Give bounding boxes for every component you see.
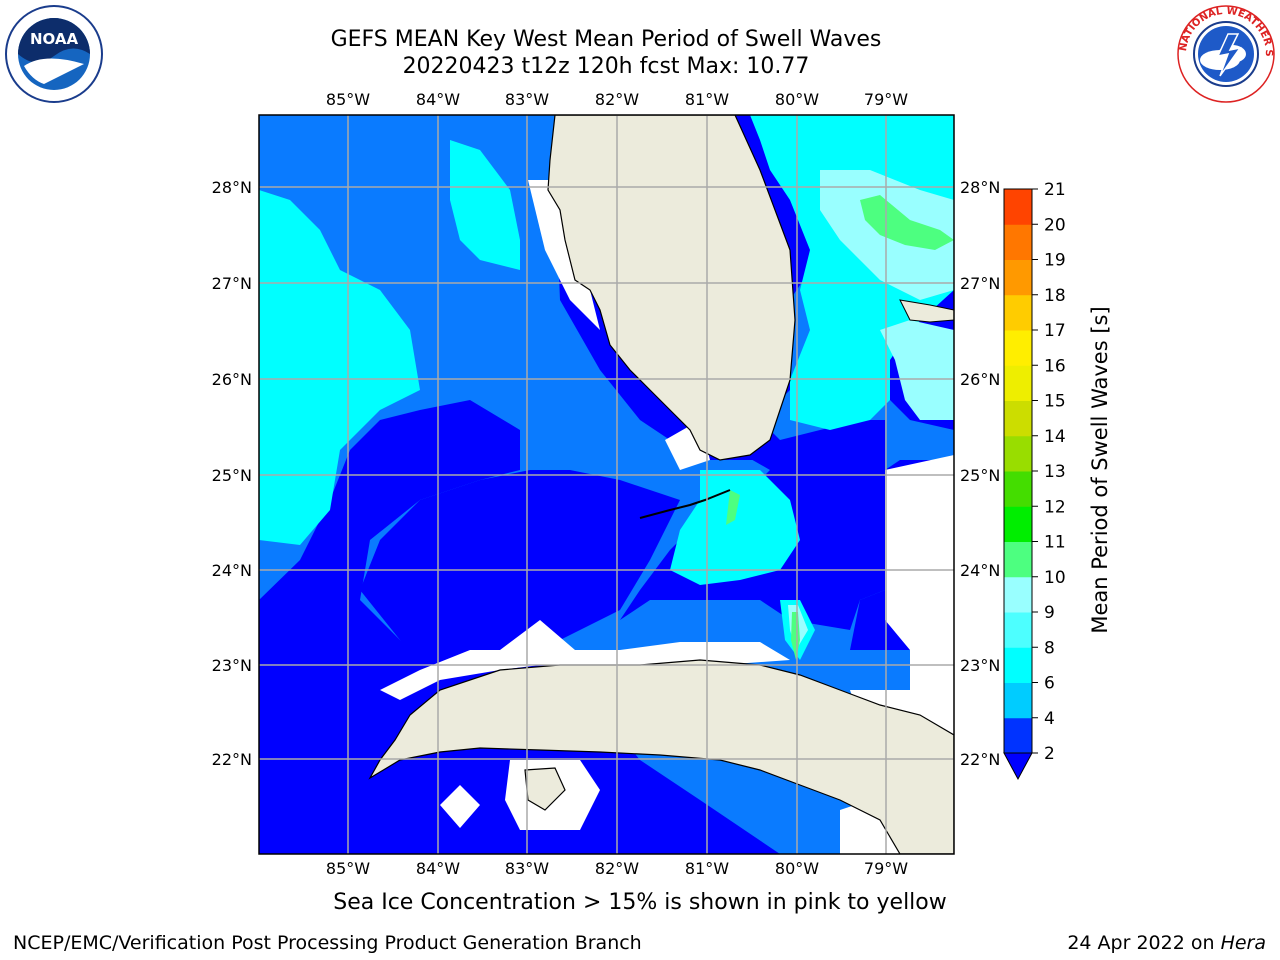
colorbar-tick-label: 19 xyxy=(1044,251,1066,271)
footer-date: 24 Apr 2022 on xyxy=(1067,932,1221,954)
noaa-logo: NOAA xyxy=(5,5,103,103)
lon-tick-label-top: 81°W xyxy=(685,90,729,109)
lat-tick-label-left: 26°N xyxy=(212,370,252,389)
nws-logo: NATIONAL WEATHER SERVICE xyxy=(1176,4,1275,103)
colorbar-tick-label: 14 xyxy=(1044,427,1066,447)
lat-tick-label-right: 27°N xyxy=(960,274,1000,293)
colorbar-tick-label: 18 xyxy=(1044,286,1066,306)
lon-tick-label-bottom: 82°W xyxy=(595,859,639,878)
swell-region-light-bahamas xyxy=(880,320,954,420)
colorbar-swatch xyxy=(1004,576,1032,613)
chart-title: GEFS MEAN Key West Mean Period of Swell … xyxy=(330,27,882,52)
lon-tick-label-bottom: 83°W xyxy=(505,859,549,878)
lat-tick-label-right: 28°N xyxy=(960,178,1000,197)
colorbar: 2 4 6 8 9 10 11 12 13 14 15 16 17 18 19 20 21 xyxy=(1003,180,1066,781)
land-cuba xyxy=(368,659,954,854)
colorbar-tick-label: 17 xyxy=(1044,321,1066,341)
lon-tick-label-top: 83°W xyxy=(505,90,549,109)
map-figure: 85°W 85°W 84°W 84°W 83°W 83°W 82°W 82°W 81°W 81°W… xyxy=(212,90,1112,878)
lat-tick-label-left: 22°N xyxy=(212,750,252,769)
lat-tick-label-left: 27°N xyxy=(212,274,252,293)
colorbar-swatch xyxy=(1004,647,1032,683)
colorbar-tick-label: 16 xyxy=(1044,356,1066,376)
colorbar-swatch xyxy=(1004,471,1032,507)
colorbar-tick-label: 13 xyxy=(1044,462,1066,482)
lat-tick-label-left: 28°N xyxy=(212,178,252,197)
colorbar-tick-label: 15 xyxy=(1044,392,1066,412)
noaa-wordmark: NOAA xyxy=(30,30,79,48)
colorbar-swatch xyxy=(1004,541,1032,578)
colorbar-tick-label: 20 xyxy=(1044,215,1066,235)
lat-tick-label-left: 25°N xyxy=(212,466,252,485)
colorbar-tick-label: 21 xyxy=(1044,180,1066,200)
lon-tick-label-top: 85°W xyxy=(326,90,370,109)
colorbar-label: Mean Period of Swell Waves [s] xyxy=(1088,306,1112,633)
map-tick-labels: 85°W 85°W 84°W 84°W 83°W 83°W 82°W 82°W 81°W 81°W… xyxy=(212,90,1001,878)
colorbar-swatch xyxy=(1004,717,1032,754)
lon-tick-label-top: 79°W xyxy=(864,90,908,109)
colorbar-swatch xyxy=(1004,259,1032,296)
colorbar-swatch xyxy=(1004,435,1032,472)
footer-host: Hera xyxy=(1220,932,1266,954)
lon-tick-label-top: 84°W xyxy=(416,90,460,109)
lon-tick-label-bottom: 84°W xyxy=(416,859,460,878)
lat-tick-label-right: 26°N xyxy=(960,370,1000,389)
colorbar-under-arrow xyxy=(1003,752,1033,781)
land-bahamas xyxy=(899,299,954,323)
colorbar-swatch xyxy=(1004,400,1032,437)
lon-tick-label-bottom: 85°W xyxy=(326,859,370,878)
land-florida xyxy=(547,115,796,461)
lat-tick-label-right: 24°N xyxy=(960,561,1000,580)
florida-keys xyxy=(639,489,731,519)
colorbar-swatch xyxy=(1004,330,1032,366)
colorbar-swatch xyxy=(1004,224,1032,260)
colorbar-swatch xyxy=(1004,294,1032,331)
colorbar-swatch xyxy=(1004,365,1032,401)
colorbar-tick-label: 11 xyxy=(1044,533,1066,553)
masked-region-gulf-coast xyxy=(528,180,600,330)
lon-tick-label-top: 80°W xyxy=(775,90,819,109)
lat-tick-label-right: 23°N xyxy=(960,656,1000,675)
colorbar-tick-label: 6 xyxy=(1044,674,1055,694)
colorbar-swatch xyxy=(1004,612,1032,648)
colorbar-tick-label: 8 xyxy=(1044,638,1055,658)
footer-right: 24 Apr 2022 on Hera xyxy=(1067,932,1266,954)
colorbar-swatch xyxy=(1004,506,1032,542)
colorbar-tick-label: 2 xyxy=(1044,744,1055,764)
swell-region-deep xyxy=(360,470,680,660)
lon-tick-label-top: 82°W xyxy=(595,90,639,109)
lon-tick-label-bottom: 80°W xyxy=(775,859,819,878)
colorbar-swatch xyxy=(1004,682,1032,719)
lat-tick-label-left: 24°N xyxy=(212,561,252,580)
masked-region-diamond xyxy=(440,785,480,828)
lat-tick-label-right: 22°N xyxy=(960,750,1000,769)
lon-tick-label-bottom: 79°W xyxy=(864,859,908,878)
swell-region-cyan-north xyxy=(450,140,520,270)
swell-region-cyan-west xyxy=(259,190,420,545)
swell-region-cyan-channel xyxy=(670,470,800,585)
masked-region-cuba-north xyxy=(380,620,790,700)
map-area xyxy=(259,115,954,854)
footer-left: NCEP/EMC/Verification Post Processing Pr… xyxy=(13,932,642,954)
colorbar-tick-label: 9 xyxy=(1044,603,1055,623)
colorbar-tick-label: 10 xyxy=(1044,568,1066,588)
chart-subtitle: 20220423 t12z 120h fcst Max: 10.77 xyxy=(402,54,810,79)
colorbar-tick-label: 4 xyxy=(1044,709,1055,729)
lon-tick-label-bottom: 81°W xyxy=(685,859,729,878)
map-gridlines xyxy=(259,115,954,854)
colorbar-swatch xyxy=(1004,189,1032,225)
colorbar-tick-label: 12 xyxy=(1044,497,1066,517)
map-frame xyxy=(258,114,955,855)
lat-tick-label-left: 23°N xyxy=(212,656,252,675)
sea-ice-note: Sea Ice Concentration > 15% is shown in … xyxy=(333,890,947,915)
lat-tick-label-right: 25°N xyxy=(960,466,1000,485)
swell-region-green-north xyxy=(860,195,954,250)
swell-region-green-channel xyxy=(726,490,740,525)
